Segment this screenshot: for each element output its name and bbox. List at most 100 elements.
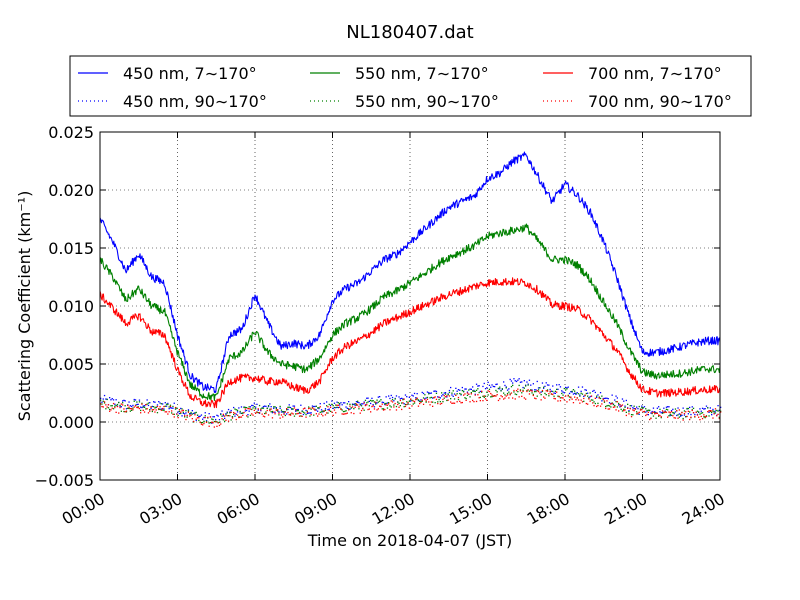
series-point: [419, 402, 421, 405]
series-point: [243, 411, 245, 414]
series-point: [574, 392, 576, 394]
series-point: [625, 399, 627, 402]
series-point: [306, 410, 308, 412]
series-point: [339, 402, 341, 405]
series-point: [204, 416, 206, 419]
series-point: [164, 402, 166, 404]
series-point: [252, 407, 254, 409]
series-point: [264, 405, 266, 407]
series-point: [332, 407, 334, 409]
series-point: [358, 408, 360, 410]
series-point: [375, 402, 377, 404]
series-point: [142, 406, 144, 408]
series-point: [645, 411, 647, 413]
series-point: [340, 402, 342, 404]
series-point: [549, 390, 551, 392]
series-point: [659, 411, 661, 413]
series-point: [385, 402, 387, 405]
series-point: [412, 395, 414, 397]
series-point: [388, 403, 390, 405]
series-point: [637, 408, 639, 410]
series-point: [221, 418, 223, 420]
series-point: [549, 388, 551, 391]
series-point: [556, 388, 558, 390]
series-point: [393, 406, 395, 408]
series-point: [450, 401, 452, 403]
series-point: [425, 400, 427, 402]
series-point: [350, 407, 352, 409]
series-point: [156, 405, 159, 408]
series-point: [439, 401, 441, 403]
series-point: [159, 402, 161, 404]
series-point: [667, 406, 669, 408]
series-point: [142, 409, 144, 411]
series-point: [200, 414, 203, 416]
series-point: [103, 402, 106, 404]
series-point: [504, 397, 506, 399]
series-point: [169, 405, 172, 408]
series-point: [515, 390, 518, 392]
series-point: [537, 389, 540, 391]
series-point: [106, 398, 108, 401]
series-point: [674, 408, 677, 410]
series-point: [677, 407, 679, 409]
series-point: [280, 409, 283, 411]
series-point: [451, 394, 453, 396]
series-point: [650, 412, 652, 414]
series-point: [123, 408, 125, 410]
series-point: [587, 392, 589, 394]
series-point: [119, 406, 121, 409]
series-point: [700, 415, 702, 418]
series-point: [422, 397, 425, 399]
series-point: [605, 405, 607, 408]
series-point: [554, 390, 556, 392]
series-0: [99, 151, 721, 394]
series-point: [506, 394, 509, 396]
series-point: [658, 415, 660, 417]
series-point: [344, 413, 346, 415]
series-point: [596, 396, 598, 399]
series-point: [701, 418, 704, 420]
series-point: [562, 394, 564, 396]
series-point: [345, 413, 347, 415]
series-point: [404, 405, 407, 408]
series-point: [322, 410, 324, 412]
series-point: [264, 416, 266, 418]
series-point: [251, 404, 253, 407]
series-point: [190, 412, 192, 415]
series-point: [681, 411, 683, 414]
series-point: [571, 398, 573, 400]
series-point: [670, 414, 673, 416]
series-point: [373, 408, 376, 410]
series-point: [615, 409, 617, 411]
series-point: [337, 404, 339, 406]
series-point: [589, 396, 591, 398]
series-point: [677, 417, 679, 419]
series-point: [435, 392, 438, 394]
series-point: [504, 384, 506, 387]
series-point: [109, 410, 111, 412]
series-point: [336, 406, 338, 408]
series-point: [415, 397, 417, 399]
series-point: [470, 392, 472, 394]
series-point: [198, 419, 200, 422]
series-point: [497, 399, 500, 402]
series-point: [425, 401, 427, 403]
series-point: [132, 404, 134, 407]
series-point: [233, 413, 235, 416]
series-point: [615, 401, 617, 403]
series-point: [124, 405, 126, 407]
series-point: [217, 415, 219, 417]
series-point: [438, 398, 440, 401]
series-point: [660, 416, 662, 418]
series-point: [523, 397, 525, 399]
series-point: [624, 405, 626, 407]
series-point: [238, 407, 240, 409]
y-tick-label: 0.005: [48, 355, 94, 374]
series-point: [339, 404, 341, 406]
series-point: [123, 410, 125, 413]
series-point: [395, 395, 398, 397]
series-point: [523, 380, 525, 382]
series-point: [140, 406, 142, 408]
series-point: [227, 420, 230, 422]
